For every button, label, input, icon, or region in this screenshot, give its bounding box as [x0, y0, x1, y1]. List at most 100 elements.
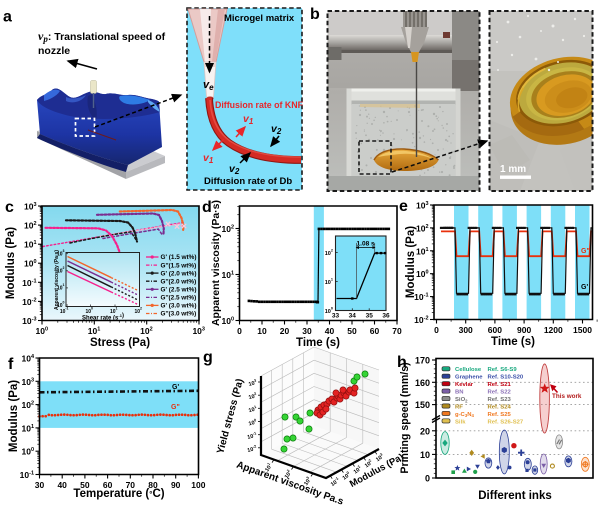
svg-text:300: 300: [459, 325, 473, 335]
svg-text:10-2: 10-2: [414, 315, 428, 325]
svg-text:101: 101: [416, 246, 429, 256]
svg-text:G' (2.5 wt%): G' (2.5 wt%): [161, 287, 197, 294]
svg-text:10-2: 10-2: [246, 444, 257, 454]
svg-text:102: 102: [363, 459, 374, 470]
svg-text:103: 103: [57, 249, 65, 258]
svg-text:101: 101: [110, 307, 118, 316]
svg-text:90: 90: [171, 480, 181, 490]
svg-text:v2: v2: [229, 163, 240, 176]
svg-text:G': G': [581, 284, 588, 291]
svg-text:G''(2.5 wt%): G''(2.5 wt%): [161, 295, 197, 302]
svg-text:Ref. S10-S20: Ref. S10-S20: [488, 375, 524, 381]
svg-text:36: 36: [382, 313, 390, 320]
svg-text:100: 100: [221, 316, 234, 326]
svg-text:103: 103: [302, 476, 313, 487]
svg-text:Modulus (Pa): Modulus (Pa): [5, 227, 17, 299]
svg-text:Silk: Silk: [455, 419, 466, 425]
svg-text:BN: BN: [455, 390, 464, 396]
svg-text:Apparent viscosity (Pa·s): Apparent viscosity (Pa·s): [210, 200, 222, 326]
svg-text:102: 102: [134, 307, 142, 316]
svg-text:101: 101: [88, 326, 101, 336]
svg-text:v1: v1: [243, 113, 254, 126]
svg-text:33: 33: [332, 313, 340, 320]
svg-text:100: 100: [24, 259, 37, 269]
svg-text:102: 102: [24, 221, 37, 231]
svg-text:101: 101: [263, 462, 274, 473]
svg-text:G": G": [581, 248, 590, 255]
svg-text:Shear rate (s-1): Shear rate (s-1): [82, 313, 124, 322]
svg-text:Time (s): Time (s): [491, 336, 535, 348]
svg-text:G' (2.0 wt%): G' (2.0 wt%): [161, 270, 197, 277]
svg-text:102: 102: [416, 223, 429, 233]
svg-text:Modulus (Pa): Modulus (Pa): [405, 226, 417, 298]
svg-text:Microgel matrix: Microgel matrix: [224, 13, 295, 24]
svg-text:b: b: [310, 6, 320, 23]
svg-text:100: 100: [57, 300, 65, 309]
svg-text:102: 102: [57, 266, 65, 275]
svg-text:Diffusion rate of KNF: Diffusion rate of KNF: [215, 100, 304, 110]
svg-text:10: 10: [420, 450, 430, 460]
svg-text:d: d: [202, 199, 212, 216]
svg-text:10: 10: [257, 326, 267, 336]
svg-text:20: 20: [280, 326, 290, 336]
svg-text:v2: v2: [271, 123, 282, 136]
svg-text:50: 50: [80, 480, 90, 490]
svg-text:Cellulose: Cellulose: [455, 367, 482, 373]
svg-text:ve: ve: [203, 79, 214, 92]
svg-text:1200: 1200: [544, 325, 563, 335]
svg-text:101: 101: [57, 283, 65, 292]
svg-text:a: a: [3, 9, 12, 26]
svg-text:101: 101: [352, 465, 363, 476]
svg-text:e: e: [399, 198, 408, 215]
svg-text:103: 103: [248, 379, 258, 388]
svg-text:60: 60: [370, 326, 380, 336]
svg-text:100: 100: [341, 471, 352, 482]
svg-text:This work: This work: [552, 393, 582, 400]
svg-text:G' (1.5 wt%): G' (1.5 wt%): [161, 254, 197, 261]
svg-text:101: 101: [325, 278, 333, 287]
svg-text:h: h: [397, 354, 407, 371]
svg-text:900: 900: [517, 325, 531, 335]
svg-text:G' (3.0 wt%): G' (3.0 wt%): [161, 303, 197, 310]
svg-text:Graphene: Graphene: [455, 375, 483, 381]
svg-text:70: 70: [126, 480, 136, 490]
svg-text:101: 101: [221, 270, 234, 280]
svg-text:102: 102: [325, 249, 333, 258]
svg-text:102: 102: [21, 400, 34, 410]
svg-text:Ref. S25: Ref. S25: [488, 412, 512, 418]
svg-text:G''(2.0 wt%): G''(2.0 wt%): [161, 278, 197, 285]
svg-text:Ref. S24: Ref. S24: [488, 404, 512, 410]
svg-text:30: 30: [35, 480, 45, 490]
svg-text:10-1: 10-1: [60, 307, 69, 316]
svg-text:104: 104: [21, 354, 34, 364]
svg-text:1.08 s: 1.08 s: [357, 241, 375, 248]
svg-text:c: c: [5, 199, 14, 216]
svg-text:1 mm: 1 mm: [500, 164, 526, 175]
svg-text:Ref. S21: Ref. S21: [488, 382, 512, 388]
svg-text:40: 40: [57, 480, 67, 490]
svg-text:35: 35: [366, 313, 374, 320]
svg-text:150: 150: [415, 400, 430, 410]
svg-text:103: 103: [192, 326, 205, 336]
svg-text:G': G': [172, 384, 179, 391]
svg-text:Time (s): Time (s): [296, 337, 340, 349]
svg-text:10-1: 10-1: [329, 476, 341, 488]
svg-text:g: g: [203, 349, 213, 366]
svg-text:Different inks: Different inks: [478, 490, 552, 502]
svg-text:Kevlar: Kevlar: [455, 382, 474, 388]
svg-text:10-1: 10-1: [20, 470, 34, 480]
svg-text:Ref. S6-S9: Ref. S6-S9: [488, 367, 518, 373]
svg-text:10-1: 10-1: [22, 278, 36, 288]
svg-text:20: 20: [420, 426, 430, 436]
svg-text:0: 0: [434, 325, 439, 335]
svg-text:RF: RF: [455, 404, 463, 410]
svg-text:60: 60: [103, 480, 113, 490]
svg-text:100: 100: [191, 480, 205, 490]
svg-text:80: 80: [148, 480, 158, 490]
svg-text:Stress (Pa): Stress (Pa): [90, 337, 150, 349]
svg-text:1500: 1500: [573, 325, 592, 335]
svg-text:v1: v1: [203, 152, 214, 165]
svg-text:10-3: 10-3: [22, 316, 36, 326]
svg-text:SiO2: SiO2: [455, 397, 468, 403]
svg-text:Printing speed (mm/s): Printing speed (mm/s): [399, 362, 411, 473]
